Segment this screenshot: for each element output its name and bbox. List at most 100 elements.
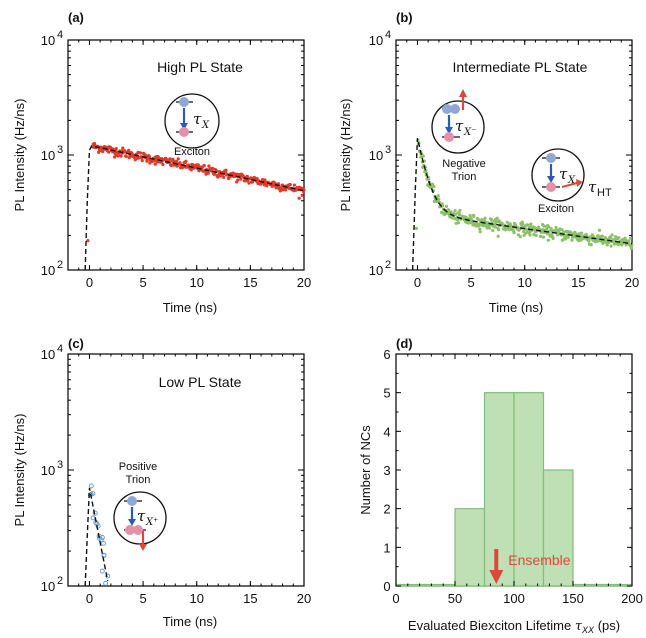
histogram-bar	[513, 392, 545, 587]
data-point	[458, 208, 462, 213]
data-point	[207, 164, 211, 168]
data-point	[551, 236, 555, 240]
data-point	[432, 199, 437, 204]
data-point	[541, 235, 546, 239]
data-point	[608, 236, 613, 240]
y-tick-exponent: 2	[385, 259, 391, 271]
x-tick-label: 0	[392, 591, 399, 606]
x-tick-label: 150	[562, 591, 584, 606]
x-tick-label: 20	[625, 275, 639, 290]
data-point	[121, 146, 125, 150]
data-point	[245, 174, 249, 179]
data-point	[609, 244, 613, 248]
data-point	[521, 222, 525, 226]
panel-b-ylabel: PL Intensity (Hz/ns)	[338, 99, 353, 212]
tau-x-symbol: τ	[193, 110, 202, 128]
y-tick-exponent: 2	[57, 259, 63, 271]
data-point	[605, 243, 609, 247]
data-point	[570, 238, 574, 242]
data-point	[432, 184, 436, 189]
y-tick-label: 10	[369, 148, 383, 163]
data-point	[275, 185, 279, 189]
data-point	[155, 160, 159, 164]
x-tick-label: 10	[189, 275, 203, 290]
data-point	[612, 242, 617, 246]
y-tick-label: 4	[383, 424, 390, 439]
y-tick-label: 10	[41, 579, 55, 594]
data-point	[436, 194, 440, 198]
data-point	[176, 157, 180, 161]
y-tick-exponent: 2	[57, 575, 63, 587]
y-tick-label: 1	[383, 540, 390, 555]
data-point	[546, 238, 550, 242]
x-tick-label: 100	[503, 591, 525, 606]
data-point	[532, 232, 536, 237]
x-tick-label: 15	[243, 275, 257, 290]
x-tick-label: 20	[297, 275, 311, 290]
data-point	[600, 234, 604, 238]
data-point	[476, 217, 480, 222]
x-tick-label: 0	[414, 275, 421, 290]
data-point	[101, 553, 107, 559]
panel-c-data	[84, 483, 111, 587]
y-tick-exponent: 3	[385, 144, 391, 156]
y-tick-label: 6	[383, 347, 390, 362]
data-point	[534, 233, 538, 237]
data-point	[478, 227, 482, 231]
data-point	[579, 238, 583, 242]
data-point	[624, 243, 628, 247]
y-tick-label: 10	[41, 148, 55, 163]
y-tick-exponent: 4	[57, 343, 63, 355]
data-point	[107, 150, 111, 154]
data-point	[580, 231, 584, 235]
fit-curve	[84, 487, 109, 587]
data-point	[577, 232, 581, 236]
data-point	[455, 218, 460, 222]
data-point	[88, 483, 94, 489]
data-point	[297, 196, 301, 200]
data-point	[607, 240, 611, 245]
data-point	[255, 177, 259, 181]
data-point	[464, 215, 468, 220]
panel-b-icon-caption-1a: Negative	[442, 158, 485, 170]
y-tick-exponent: 4	[57, 29, 63, 41]
data-point	[114, 146, 118, 151]
data-point	[456, 221, 461, 225]
panel-b-icon-caption-2: Exciton	[538, 203, 574, 215]
data-point	[441, 204, 445, 208]
arrow-down-red-icon	[139, 544, 147, 551]
y-tick-exponent: 4	[385, 29, 391, 41]
data-point	[300, 193, 304, 197]
arrow-up-icon	[459, 89, 467, 97]
data-point	[101, 540, 107, 546]
data-point	[119, 154, 123, 158]
data-point	[587, 239, 591, 243]
x-tick-label: 50	[448, 591, 462, 606]
data-point	[560, 228, 564, 232]
data-point	[489, 217, 493, 222]
data-point	[478, 230, 482, 234]
panel-c-label: (c)	[68, 336, 84, 351]
data-point	[174, 159, 179, 163]
data-point	[472, 214, 476, 218]
panel-d-xlabel: Evaluated Biexciton Lifetime τXX (ps)	[408, 618, 620, 635]
data-point	[493, 225, 497, 229]
hole-icon	[179, 127, 189, 137]
tau-x-symbol-b: τ	[559, 165, 568, 183]
data-point	[128, 154, 133, 158]
data-point	[628, 236, 632, 240]
data-point	[468, 213, 472, 218]
data-point	[528, 233, 532, 237]
x-tick-label: 5	[139, 591, 146, 606]
data-point	[92, 510, 98, 516]
x-tick-label: 5	[139, 275, 146, 290]
data-point	[554, 225, 558, 230]
data-point	[168, 157, 172, 161]
data-point	[202, 163, 206, 168]
ensemble-arrow-icon	[489, 570, 504, 584]
data-point	[437, 197, 441, 201]
data-point	[629, 246, 633, 250]
